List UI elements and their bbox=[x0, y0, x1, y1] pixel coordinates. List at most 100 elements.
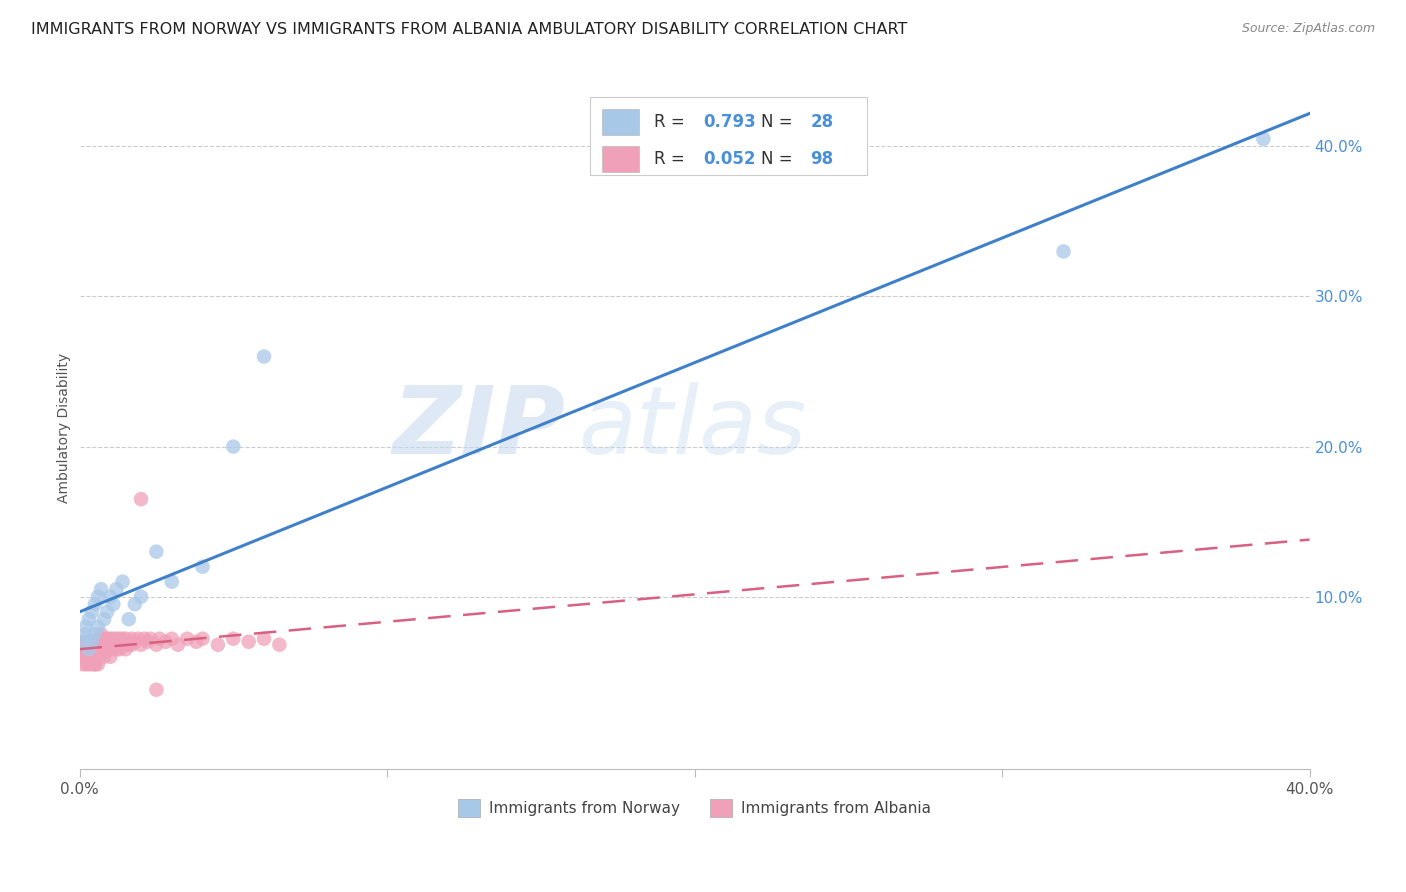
Point bbox=[114, 632, 136, 646]
Point bbox=[77, 657, 100, 672]
Point bbox=[75, 627, 97, 641]
Point bbox=[129, 492, 152, 507]
Point bbox=[98, 634, 121, 648]
Point bbox=[111, 632, 134, 646]
Point bbox=[80, 634, 103, 648]
Point bbox=[118, 638, 141, 652]
Point bbox=[80, 649, 103, 664]
Point bbox=[118, 612, 141, 626]
Point bbox=[77, 642, 100, 657]
Point bbox=[93, 649, 115, 664]
Point bbox=[75, 649, 97, 664]
Text: R =: R = bbox=[654, 113, 690, 131]
Point bbox=[98, 590, 121, 604]
Point bbox=[186, 634, 208, 648]
Point bbox=[155, 634, 177, 648]
Point bbox=[105, 642, 128, 657]
Point bbox=[87, 657, 110, 672]
Point bbox=[80, 642, 103, 657]
Point bbox=[83, 597, 105, 611]
Point bbox=[238, 634, 260, 648]
Text: 98: 98 bbox=[810, 151, 834, 169]
Point bbox=[87, 649, 110, 664]
Text: ZIP: ZIP bbox=[392, 382, 565, 474]
Point bbox=[90, 632, 112, 646]
Bar bbox=[602, 109, 640, 135]
Point bbox=[145, 544, 167, 558]
Point bbox=[222, 440, 245, 454]
Point bbox=[139, 632, 162, 646]
Point bbox=[98, 649, 121, 664]
Point bbox=[114, 638, 136, 652]
Point bbox=[124, 634, 146, 648]
Point bbox=[83, 634, 105, 648]
Point bbox=[96, 605, 118, 619]
Point bbox=[121, 632, 143, 646]
Point bbox=[96, 638, 118, 652]
Point bbox=[80, 642, 103, 657]
Point bbox=[93, 638, 115, 652]
Point bbox=[253, 632, 276, 646]
Point bbox=[93, 642, 115, 657]
Point bbox=[105, 638, 128, 652]
Point bbox=[77, 649, 100, 664]
Point bbox=[77, 649, 100, 664]
Point bbox=[103, 638, 125, 652]
Point bbox=[77, 642, 100, 657]
Point bbox=[132, 632, 155, 646]
Point bbox=[105, 634, 128, 648]
Point bbox=[87, 649, 110, 664]
Point bbox=[83, 642, 105, 657]
Point bbox=[105, 632, 128, 646]
Point bbox=[1052, 244, 1074, 259]
Text: R =: R = bbox=[654, 151, 690, 169]
Point bbox=[93, 632, 115, 646]
Point bbox=[87, 620, 110, 634]
Text: Source: ZipAtlas.com: Source: ZipAtlas.com bbox=[1241, 22, 1375, 36]
Point bbox=[83, 657, 105, 672]
Point bbox=[103, 632, 125, 646]
Point bbox=[1253, 132, 1275, 146]
Point bbox=[72, 634, 94, 648]
Point bbox=[105, 582, 128, 597]
Point bbox=[77, 642, 100, 657]
Point bbox=[253, 350, 276, 364]
Point bbox=[75, 649, 97, 664]
Point bbox=[72, 634, 94, 648]
Point bbox=[80, 634, 103, 648]
Point bbox=[108, 638, 131, 652]
Point bbox=[72, 642, 94, 657]
Text: N =: N = bbox=[761, 113, 797, 131]
Point bbox=[72, 649, 94, 664]
Point bbox=[83, 634, 105, 648]
Point bbox=[87, 634, 110, 648]
Point bbox=[207, 638, 229, 652]
Text: N =: N = bbox=[761, 151, 797, 169]
Point bbox=[96, 634, 118, 648]
Point bbox=[191, 559, 214, 574]
Point bbox=[93, 634, 115, 648]
Point bbox=[96, 632, 118, 646]
Point bbox=[83, 642, 105, 657]
Point bbox=[98, 632, 121, 646]
Point bbox=[80, 657, 103, 672]
Text: IMMIGRANTS FROM NORWAY VS IMMIGRANTS FROM ALBANIA AMBULATORY DISABILITY CORRELAT: IMMIGRANTS FROM NORWAY VS IMMIGRANTS FRO… bbox=[31, 22, 907, 37]
Point bbox=[87, 634, 110, 648]
Point bbox=[87, 642, 110, 657]
Point bbox=[90, 627, 112, 641]
Point bbox=[75, 642, 97, 657]
Point bbox=[108, 632, 131, 646]
Point bbox=[121, 638, 143, 652]
Point bbox=[80, 634, 103, 648]
Text: 0.052: 0.052 bbox=[703, 151, 755, 169]
Point bbox=[145, 682, 167, 697]
Point bbox=[77, 634, 100, 648]
Point bbox=[176, 632, 198, 646]
Point bbox=[167, 638, 190, 652]
Point bbox=[83, 627, 105, 641]
Point bbox=[90, 634, 112, 648]
Point bbox=[80, 605, 103, 619]
Point bbox=[103, 597, 125, 611]
Point bbox=[80, 649, 103, 664]
Point bbox=[222, 632, 245, 646]
